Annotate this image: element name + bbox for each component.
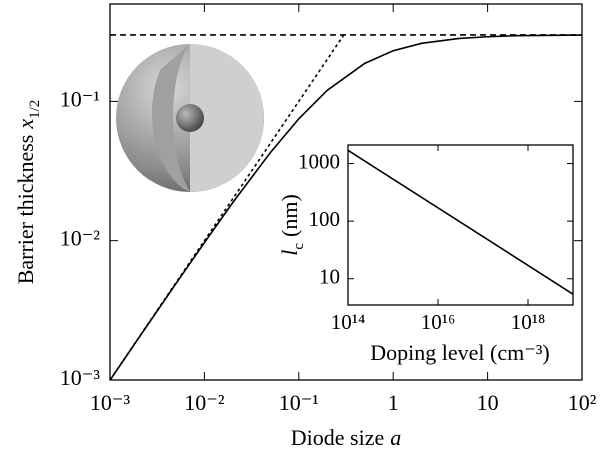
x-tick-label: 10 [477,390,499,415]
x-tick-label: 10¹⁸ [511,310,546,334]
plot-frame [109,3,583,381]
y-tick-label: 10⁻¹ [60,86,100,111]
curve [109,34,583,381]
inset-y-axis-label: lc(nm) [277,194,307,256]
y-tick-label: 10⁻³ [60,365,101,390]
x-tick-label: 10¹⁶ [421,310,456,334]
curve [347,149,574,295]
y-tick-label: 1000 [298,149,340,173]
x-tick-label: 10⁻² [184,390,225,415]
inset-x-axis-label: Doping level (cm⁻³) [370,340,550,365]
x-axis-label: Diode size a [291,425,401,450]
inset-background [348,145,573,305]
x-tick-label: 10⁻¹ [279,390,319,415]
inset-plot: 10¹⁴ 10¹⁶ 10¹⁸ 10 100 1000 [298,144,574,334]
x-tick-label: 10² [568,390,597,415]
y-axis-label: Barrier thicknessx1/2 [13,100,43,285]
plot-frame [347,144,574,306]
x-tick-label: 1 [388,390,399,415]
x-tick-label: 10¹⁴ [331,310,366,334]
y-tick-label: 10⁻² [60,226,101,251]
y-tick-label: 10 [319,265,340,289]
main-plot: 10⁻³ 10⁻² 10⁻¹ 1 10 10² 10⁻³ 10⁻² 10⁻¹ [60,3,597,415]
x-tick-label: 10⁻³ [90,390,131,415]
sphere-illustration [116,44,264,192]
y-tick-label: 100 [309,207,341,231]
